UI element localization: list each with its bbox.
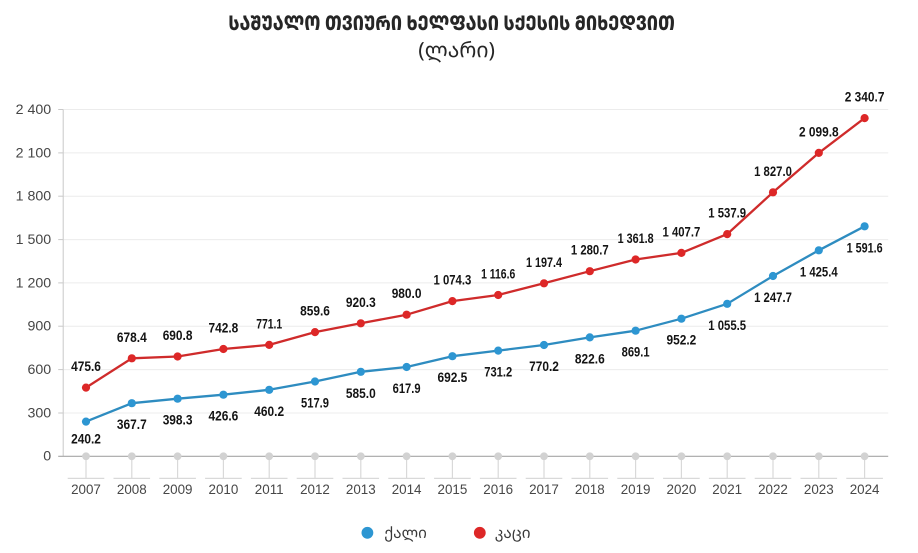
svg-text:1 537.9: 1 537.9 <box>708 206 746 221</box>
svg-text:617.9: 617.9 <box>393 381 421 396</box>
svg-text:900: 900 <box>28 319 52 335</box>
svg-text:2021: 2021 <box>712 482 742 497</box>
svg-text:1 074.3: 1 074.3 <box>434 273 472 288</box>
svg-text:690.8: 690.8 <box>163 328 193 343</box>
svg-text:2 099.8: 2 099.8 <box>799 124 839 139</box>
svg-text:952.2: 952.2 <box>667 333 697 348</box>
svg-text:822.6: 822.6 <box>575 351 605 366</box>
svg-text:2 340.7: 2 340.7 <box>845 90 885 105</box>
svg-text:426.6: 426.6 <box>209 409 239 424</box>
svg-text:869.1: 869.1 <box>622 345 650 360</box>
svg-text:678.4: 678.4 <box>117 330 147 345</box>
svg-text:367.7: 367.7 <box>117 417 147 432</box>
svg-text:2020: 2020 <box>667 482 697 497</box>
svg-text:770.2: 770.2 <box>529 359 559 374</box>
svg-text:240.2: 240.2 <box>71 431 101 446</box>
svg-text:2011: 2011 <box>255 482 284 497</box>
svg-text:2 400: 2 400 <box>16 102 52 118</box>
svg-text:1 197.4: 1 197.4 <box>526 255 562 270</box>
svg-text:692.5: 692.5 <box>438 370 468 385</box>
svg-text:859.6: 859.6 <box>300 304 330 319</box>
svg-text:2017: 2017 <box>529 482 559 497</box>
svg-text:2015: 2015 <box>438 482 468 497</box>
svg-text:1 280.7: 1 280.7 <box>571 243 609 258</box>
svg-text:1 591.6: 1 591.6 <box>847 240 883 255</box>
svg-text:2007: 2007 <box>71 482 101 497</box>
svg-text:2008: 2008 <box>117 482 147 497</box>
svg-text:1 361.8: 1 361.8 <box>618 231 654 246</box>
svg-text:2023: 2023 <box>804 482 834 497</box>
svg-text:2 100: 2 100 <box>16 145 52 161</box>
svg-text:980.0: 980.0 <box>392 286 422 301</box>
svg-text:1 055.5: 1 055.5 <box>708 318 746 333</box>
svg-text:1 827.0: 1 827.0 <box>754 164 792 179</box>
svg-text:2009: 2009 <box>163 482 193 497</box>
svg-text:517.9: 517.9 <box>301 396 329 411</box>
svg-text:460.2: 460.2 <box>254 404 284 419</box>
svg-text:2010: 2010 <box>209 482 239 497</box>
svg-text:2022: 2022 <box>758 482 788 497</box>
svg-text:1 500: 1 500 <box>16 232 52 248</box>
svg-text:2013: 2013 <box>346 482 376 497</box>
svg-text:1 247.7: 1 247.7 <box>754 290 792 305</box>
svg-text:2024: 2024 <box>850 482 880 497</box>
svg-text:1 800: 1 800 <box>16 189 52 205</box>
svg-text:920.3: 920.3 <box>346 295 376 310</box>
svg-text:2014: 2014 <box>392 482 422 497</box>
svg-text:585.0: 585.0 <box>346 386 376 401</box>
svg-text:742.8: 742.8 <box>209 321 239 336</box>
svg-text:731.2: 731.2 <box>484 365 512 380</box>
svg-text:2019: 2019 <box>621 482 651 497</box>
svg-text:475.6: 475.6 <box>71 359 101 374</box>
svg-text:300: 300 <box>28 405 52 421</box>
svg-text:0: 0 <box>43 449 51 465</box>
svg-text:600: 600 <box>28 362 52 378</box>
svg-text:398.3: 398.3 <box>163 413 193 428</box>
svg-text:2016: 2016 <box>483 482 513 497</box>
svg-text:1 116.6: 1 116.6 <box>481 267 515 282</box>
svg-text:1 200: 1 200 <box>16 275 52 291</box>
svg-text:1 425.4: 1 425.4 <box>800 264 838 279</box>
svg-text:2018: 2018 <box>575 482 605 497</box>
svg-text:2012: 2012 <box>300 482 330 497</box>
svg-text:1 407.7: 1 407.7 <box>663 224 701 239</box>
svg-text:771.1: 771.1 <box>256 316 282 331</box>
